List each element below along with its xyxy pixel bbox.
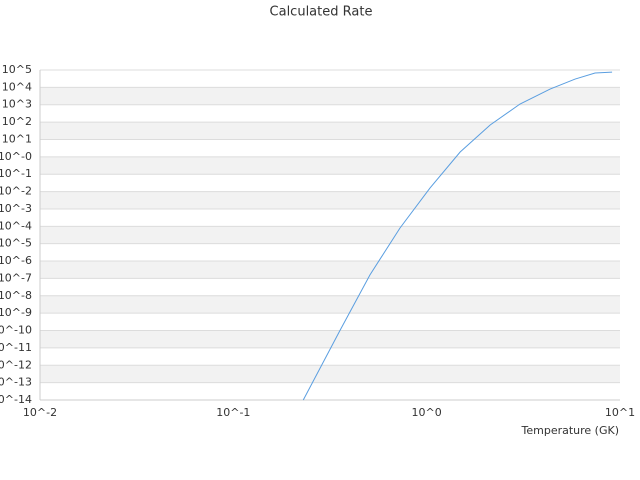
y-tick-label: 10^-8 (0, 289, 32, 302)
grid-band (40, 365, 620, 383)
data-line (302, 71, 613, 401)
grid-band (40, 87, 620, 105)
y-tick-label: 10^-5 (0, 237, 32, 250)
y-tick-label: 10^-6 (0, 254, 32, 267)
y-tick-label: 10^2 (2, 115, 32, 128)
y-tick-label: 10^-11 (0, 341, 32, 354)
grid-band (40, 122, 620, 140)
x-tick-label: 10^-2 (23, 406, 57, 419)
y-tick-label: 10^5 (2, 63, 32, 76)
y-tick-label: 10^-0 (0, 150, 32, 163)
y-tick-label: 10^-14 (0, 393, 32, 406)
y-tick-label: 10^-10 (0, 324, 32, 337)
y-tick-label: 10^-2 (0, 185, 32, 198)
y-tick-label: 10^-9 (0, 306, 32, 319)
grid-band (40, 226, 620, 244)
y-tick-label: 10^1 (2, 132, 32, 145)
grid-band (40, 261, 620, 279)
grid-band (40, 330, 620, 348)
y-tick-label: 10^4 (2, 80, 32, 93)
x-axis-label: Temperature (GK) (521, 424, 620, 437)
y-tick-label: 10^-7 (0, 271, 32, 284)
y-tick-label: 10^-3 (0, 202, 32, 215)
y-tick-label: 10^-4 (0, 219, 32, 232)
x-tick-label: 10^1 (605, 406, 635, 419)
y-tick-label: 10^-13 (0, 376, 32, 389)
chart-title: Calculated Rate (270, 5, 373, 20)
grid-band (40, 295, 620, 314)
y-tick-label: 10^-1 (0, 167, 32, 180)
y-tick-label: 10^-12 (0, 358, 32, 371)
x-tick-label: 10^-1 (216, 406, 250, 419)
y-tick-label: 10^3 (2, 98, 32, 111)
grid-band (40, 156, 620, 175)
grid-band (40, 191, 620, 209)
x-tick-label: 10^0 (412, 406, 442, 419)
